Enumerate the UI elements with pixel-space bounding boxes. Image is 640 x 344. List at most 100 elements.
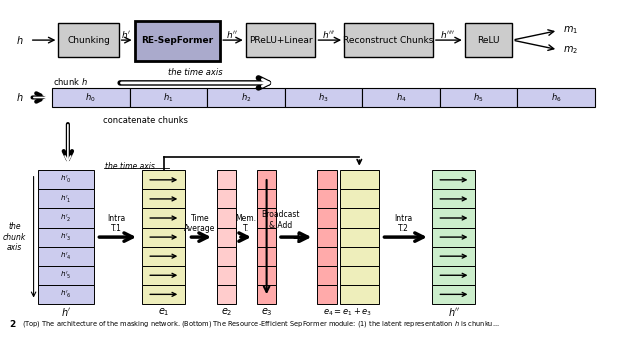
FancyBboxPatch shape [38,266,94,285]
FancyBboxPatch shape [58,23,118,57]
FancyBboxPatch shape [340,170,379,190]
Text: the time axis: the time axis [105,162,155,171]
Text: RE-SepFormer: RE-SepFormer [141,36,214,45]
FancyBboxPatch shape [340,247,379,266]
Text: concatenate chunks: concatenate chunks [103,116,188,125]
FancyBboxPatch shape [344,23,433,57]
Text: Time
Average: Time Average [184,214,216,233]
FancyBboxPatch shape [433,190,476,208]
Text: $h_0$: $h_0$ [86,91,96,104]
FancyBboxPatch shape [129,88,207,107]
Text: $h'_0$: $h'_0$ [60,174,72,185]
FancyBboxPatch shape [257,208,276,227]
FancyBboxPatch shape [142,190,186,208]
FancyBboxPatch shape [257,227,276,247]
FancyBboxPatch shape [285,88,362,107]
FancyBboxPatch shape [217,170,236,190]
FancyBboxPatch shape [38,170,94,190]
Text: the
chunk
axis: the chunk axis [3,222,26,252]
FancyBboxPatch shape [465,23,513,57]
Text: $h'$: $h'$ [61,306,71,318]
Text: chunk $h$: chunk $h$ [52,76,88,87]
FancyBboxPatch shape [217,227,236,247]
Text: the time axis: the time axis [168,68,222,77]
FancyBboxPatch shape [317,208,337,227]
FancyBboxPatch shape [362,88,440,107]
FancyBboxPatch shape [142,266,186,285]
FancyBboxPatch shape [257,247,276,266]
Text: 2: 2 [10,320,16,329]
Text: $h'_4$: $h'_4$ [60,250,72,262]
FancyBboxPatch shape [340,266,379,285]
FancyBboxPatch shape [38,247,94,266]
Text: Intra
T.1: Intra T.1 [108,214,126,233]
Text: ReLU: ReLU [477,35,500,45]
FancyBboxPatch shape [217,285,236,304]
Text: $h_4$: $h_4$ [396,91,406,104]
Text: $h'_6$: $h'_6$ [60,289,72,300]
FancyBboxPatch shape [38,190,94,208]
FancyBboxPatch shape [340,190,379,208]
Text: $e_4 = e_1 + e_3$: $e_4 = e_1 + e_3$ [323,307,372,318]
Text: +: + [291,230,304,246]
Text: $h''''$: $h''''$ [440,29,455,40]
Text: Intra
T.2: Intra T.2 [395,214,413,233]
Text: $h''$: $h''$ [447,306,460,318]
FancyBboxPatch shape [257,266,276,285]
Text: $m_1$: $m_1$ [563,24,578,36]
Text: $h_2$: $h_2$ [241,91,251,104]
FancyBboxPatch shape [142,208,186,227]
FancyBboxPatch shape [257,190,276,208]
Text: $m_2$: $m_2$ [563,44,578,56]
FancyBboxPatch shape [517,88,595,107]
Text: $h'_2$: $h'_2$ [60,212,72,224]
Text: $e_1$: $e_1$ [158,306,170,318]
FancyBboxPatch shape [317,285,337,304]
FancyBboxPatch shape [217,190,236,208]
FancyBboxPatch shape [134,21,220,61]
Text: $e_2$: $e_2$ [221,306,232,318]
FancyBboxPatch shape [257,285,276,304]
Text: $h'_3$: $h'_3$ [60,232,72,243]
Text: $h''$: $h''$ [226,29,237,40]
FancyBboxPatch shape [433,227,476,247]
FancyBboxPatch shape [340,227,379,247]
FancyBboxPatch shape [317,266,337,285]
FancyBboxPatch shape [246,23,316,57]
FancyBboxPatch shape [440,88,517,107]
Text: $h$: $h$ [16,92,24,104]
FancyBboxPatch shape [433,170,476,190]
Text: (Top) The architecture of the masking network. (Bottom) The Resource-Efficient S: (Top) The architecture of the masking ne… [22,320,500,330]
FancyBboxPatch shape [217,208,236,227]
FancyBboxPatch shape [433,208,476,227]
FancyBboxPatch shape [142,285,186,304]
FancyBboxPatch shape [142,247,186,266]
Text: $h_6$: $h_6$ [551,91,561,104]
Text: PReLU+Linear: PReLU+Linear [249,35,312,45]
FancyBboxPatch shape [142,170,186,190]
FancyBboxPatch shape [340,285,379,304]
Text: $h_5$: $h_5$ [474,91,484,104]
FancyBboxPatch shape [52,88,129,107]
Text: $h$: $h$ [16,34,24,46]
Text: Mem.
T.: Mem. T. [235,214,256,233]
Text: $h'$: $h'$ [121,29,131,40]
FancyBboxPatch shape [340,208,379,227]
Text: $h'''$: $h'''$ [322,29,335,40]
Text: $h'_5$: $h'_5$ [60,270,72,281]
FancyBboxPatch shape [257,170,276,190]
Text: $h_1$: $h_1$ [163,91,173,104]
FancyBboxPatch shape [317,227,337,247]
Text: $e_3$: $e_3$ [260,306,273,318]
Text: Reconstruct Chunks: Reconstruct Chunks [343,35,434,45]
FancyBboxPatch shape [433,247,476,266]
FancyBboxPatch shape [433,266,476,285]
Text: $h'_1$: $h'_1$ [60,193,72,205]
FancyBboxPatch shape [217,247,236,266]
FancyBboxPatch shape [38,227,94,247]
FancyBboxPatch shape [142,227,186,247]
FancyBboxPatch shape [207,88,285,107]
FancyBboxPatch shape [317,247,337,266]
Text: Broadcast
& Add: Broadcast & Add [261,210,300,230]
FancyBboxPatch shape [217,266,236,285]
